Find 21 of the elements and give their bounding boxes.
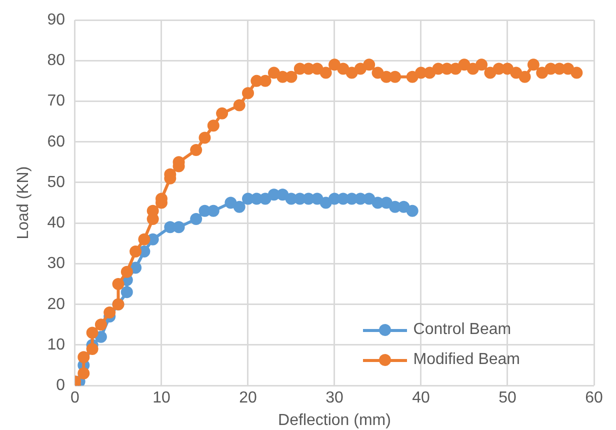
x-tick-label: 60	[585, 390, 603, 407]
x-tick-label: 20	[239, 390, 257, 407]
legend-label: Modified Beam	[413, 351, 520, 369]
x-tick-label: 50	[498, 390, 516, 407]
y-tick-label: 30	[47, 255, 66, 272]
y-tick-label: 60	[47, 133, 66, 150]
x-tick-label: 0	[70, 390, 80, 407]
y-axis-title: Load (KN)	[15, 166, 32, 240]
x-tick-label: 10	[152, 390, 170, 407]
y-tick-label: 40	[47, 214, 66, 232]
x-axis-title: Deflection (mm)	[278, 412, 391, 429]
y-tick-label: 20	[47, 296, 66, 313]
y-tick-label: 80	[47, 52, 66, 70]
x-tick-label: 30	[326, 390, 344, 407]
x-tick-label: 40	[412, 390, 430, 407]
y-tick-label: 70	[47, 92, 66, 110]
y-tick-label: 90	[47, 11, 66, 28]
y-tick-label: 50	[47, 174, 66, 191]
legend-label: Control Beam	[413, 321, 512, 339]
y-tick-label: 0	[56, 377, 66, 394]
y-tick-label: 10	[47, 336, 66, 354]
